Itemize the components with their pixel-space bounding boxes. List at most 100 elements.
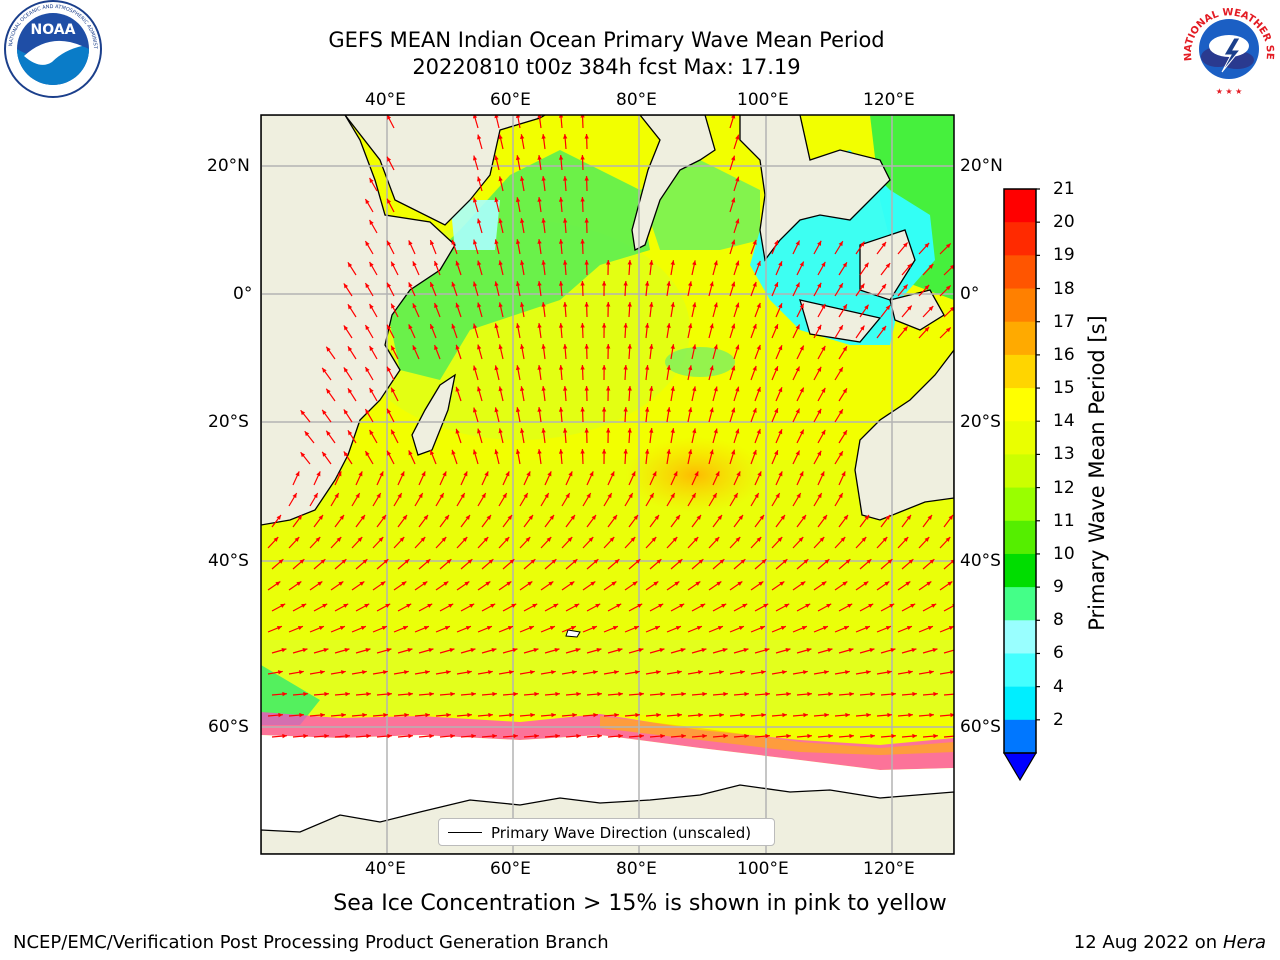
wave-direction-arrowhead <box>666 365 671 370</box>
wave-direction-arrowhead <box>300 452 306 458</box>
africa-landmass <box>261 115 547 226</box>
wave-direction-arrowhead <box>817 282 822 288</box>
wave-direction-arrowhead <box>568 471 573 477</box>
wave-direction-arrowhead <box>842 304 847 310</box>
wave-direction-arrows <box>267 115 954 739</box>
wave-direction-arrowhead <box>541 134 546 139</box>
wave-direction-arrowhead <box>623 407 628 412</box>
wave-direction-arrowhead <box>477 428 482 434</box>
wave-direction-arrowhead <box>948 514 953 520</box>
wave-direction-arrowhead <box>676 670 682 675</box>
wave-direction-arrowhead <box>380 581 386 586</box>
wave-direction-arrowhead <box>520 386 525 392</box>
wave-direction-arrowhead <box>408 282 413 288</box>
wave-direction-arrowhead <box>869 648 875 653</box>
wave-direction-arrowhead <box>713 386 718 392</box>
wave-direction-arrowhead <box>399 537 405 542</box>
graticule <box>261 115 954 854</box>
wave-direction-arrowhead <box>418 493 423 499</box>
wave-direction-arrowhead <box>713 302 718 308</box>
colorbar-segment <box>1004 487 1036 522</box>
wave-direction-arrowhead <box>945 285 951 291</box>
wave-direction-arrowhead <box>520 428 525 434</box>
wave-direction-arrowhead <box>709 323 714 329</box>
wave-direction-arrowhead <box>761 712 766 718</box>
wave-direction-arrowhead <box>472 239 478 245</box>
wave-direction-arrowhead <box>885 305 891 310</box>
wave-direction-arrowhead <box>526 471 531 477</box>
wave-direction-arrowhead <box>428 648 434 653</box>
wave-direction-arrowhead <box>317 581 323 586</box>
wave-direction-arrowhead <box>819 537 825 542</box>
wave-direction-arrowhead <box>523 493 528 499</box>
wave-direction-arrowhead <box>606 260 611 265</box>
lon-label-top: 100°E <box>737 90 789 110</box>
wave-direction-arrowhead <box>907 305 912 311</box>
wave-direction-arrowhead <box>828 733 833 739</box>
wave-direction-arrowhead <box>297 626 303 631</box>
wave-direction-arrowhead <box>692 428 697 434</box>
wave-direction-arrowhead <box>821 303 826 309</box>
wave-direction-arrowhead <box>326 388 331 394</box>
wave-direction-arrowhead <box>537 449 542 454</box>
wave-direction-arrowhead <box>907 670 913 675</box>
wave-direction-arrowhead <box>365 451 370 457</box>
wave-direction-arrowhead <box>580 155 585 160</box>
wave-direction-arrowhead <box>341 712 346 718</box>
wave-direction-arrowhead <box>498 302 503 308</box>
wave-direction-arrowhead <box>301 603 307 608</box>
colorbar-segment <box>1004 189 1036 223</box>
wave-direction-arrowhead <box>597 691 602 697</box>
wave-direction-arrowhead <box>639 733 644 739</box>
wave-direction-arrowhead <box>688 449 693 455</box>
wave-direction-arrowhead <box>738 514 743 520</box>
colorbar-tick-label: 20 <box>1053 212 1075 233</box>
wave-direction-arrowhead <box>425 559 431 564</box>
wave-direction-arrowhead <box>756 428 761 434</box>
wave-direction-arrowhead <box>589 471 594 477</box>
wave-direction-arrowhead <box>422 581 428 586</box>
wave-direction-arrowhead <box>387 691 392 697</box>
wave-direction-arrowhead <box>764 648 770 653</box>
wave-direction-arrowhead <box>821 429 826 435</box>
wave-direction-arrowhead <box>455 428 460 434</box>
wave-direction-arrowhead <box>672 537 678 542</box>
wave-direction-arrowhead <box>576 691 581 697</box>
wave-direction-arrowhead <box>903 537 909 542</box>
wave-direction-arrowhead <box>549 514 554 520</box>
wave-direction-arrowhead <box>688 323 693 329</box>
wave-direction-arrowhead <box>364 603 370 608</box>
wave-direction-arrowhead <box>759 626 765 631</box>
wave-direction-arrowhead <box>601 365 607 370</box>
colorbar-tick-label: 21 <box>1053 179 1075 199</box>
wave-direction-arrowhead <box>606 344 611 349</box>
wave-direction-arrowhead <box>910 603 916 608</box>
wave-direction-arrowhead <box>738 626 744 631</box>
wave-direction-arrowhead <box>929 559 935 564</box>
wave-direction-arrowhead <box>849 691 854 697</box>
wave-direction-arrowhead <box>297 514 302 520</box>
wave-direction-arrowhead <box>387 115 392 120</box>
lon-label-top: 80°E <box>616 90 657 110</box>
wave-direction-arrowhead <box>407 648 413 653</box>
wave-direction-arrowhead <box>275 581 281 586</box>
colorbar-segment <box>1004 421 1036 455</box>
wave-direction-arrowhead <box>347 262 353 268</box>
wave-direction-arrowhead <box>304 431 310 437</box>
wave-direction-arrowhead <box>908 712 913 718</box>
wave-direction-arrowhead <box>584 260 589 265</box>
wave-direction-arrowhead <box>906 626 912 631</box>
southeast-asia <box>739 115 891 262</box>
wave-direction-arrowhead <box>911 648 917 653</box>
wave-direction-arrowhead <box>817 493 822 499</box>
wave-direction-arrowhead <box>387 408 392 414</box>
wave-direction-arrowhead <box>563 386 568 391</box>
wave-direction-arrowhead <box>360 514 365 520</box>
wave-direction-arrowhead <box>343 409 349 415</box>
wave-direction-arrowhead <box>513 733 518 739</box>
wave-direction-arrowhead <box>365 241 370 247</box>
wave-direction-arrowhead <box>644 281 650 286</box>
wave-direction-arrowhead <box>845 559 851 564</box>
wave-direction-arrowhead <box>945 243 951 249</box>
wave-direction-arrowhead <box>649 493 654 499</box>
